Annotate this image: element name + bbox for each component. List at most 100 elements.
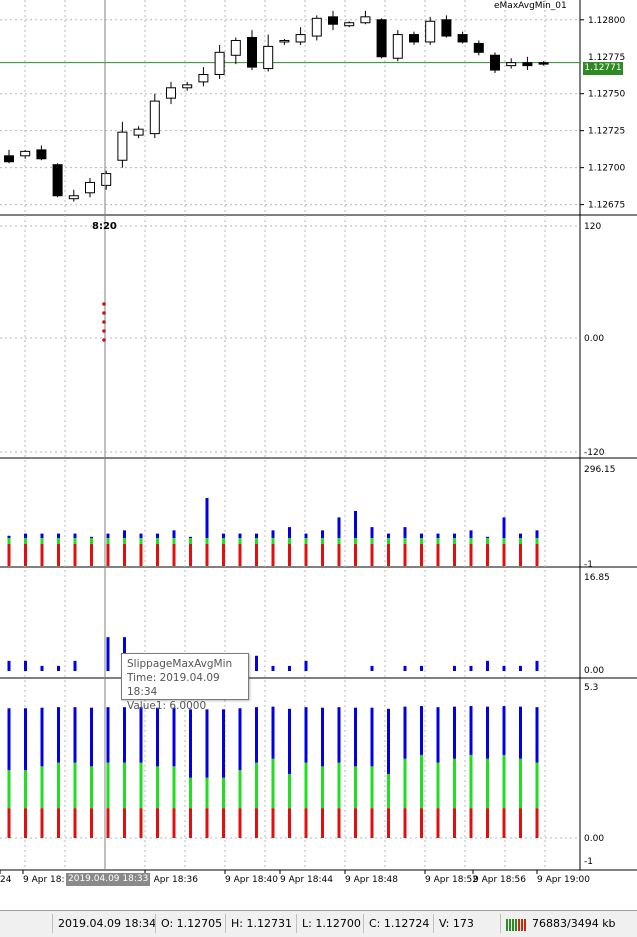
indicator2-bar-blue xyxy=(73,533,77,538)
indicator4-bar-blue xyxy=(420,706,423,755)
indicator2-bar-blue xyxy=(453,533,456,538)
indicator2-bar-blue xyxy=(403,527,407,538)
indicator2-bar-blue xyxy=(24,533,27,538)
indicator4-bar-blue xyxy=(7,708,11,771)
indicator4-bar-green xyxy=(288,773,291,809)
indicator4-bar-blue xyxy=(288,708,291,774)
indicator2-bar-blue xyxy=(156,533,159,538)
indicator2-bar-red xyxy=(271,544,275,566)
candle-bull xyxy=(263,45,274,70)
indicator2-bar-blue xyxy=(139,533,143,538)
indicator2-bar-blue xyxy=(321,530,324,538)
indicator4-bar-green xyxy=(106,762,110,809)
indicator2-bar-green xyxy=(502,538,506,544)
indicator4-bar-red xyxy=(189,808,192,838)
indicator4-bar-blue xyxy=(271,706,275,759)
indicator2-bar-green xyxy=(156,538,159,544)
candle-bear xyxy=(247,37,257,68)
indicator4-bar-red xyxy=(403,808,407,838)
indicator2-tick-label: 296.15 xyxy=(584,465,616,475)
indicator4-bar-red xyxy=(24,808,27,838)
indicator2-bar-green xyxy=(255,538,258,544)
indicator2-bar-blue xyxy=(469,530,473,538)
indicator4-bar-blue xyxy=(502,706,506,755)
indicator4-bar-blue xyxy=(24,708,27,771)
candle-bull xyxy=(295,34,306,43)
indicator4-bar-blue xyxy=(123,707,126,763)
indicator4-bar-red xyxy=(123,808,126,838)
candle-bear xyxy=(409,34,419,43)
status-datetime: 2019.04.09 18:34 xyxy=(58,917,157,930)
indicator2-bar-red xyxy=(139,544,143,566)
indicator4-bar-blue xyxy=(90,707,93,767)
indicator4-bar-green xyxy=(519,758,522,809)
price-tick-label: 1.12750 xyxy=(588,90,625,100)
indicator2-bar-blue xyxy=(436,533,440,538)
candle-bear xyxy=(538,62,549,65)
indicator2-bar-green xyxy=(469,538,473,544)
indicator4-bar-green xyxy=(40,766,44,809)
indicator4-bar-red xyxy=(90,808,93,838)
time-tick-label: 9 Apr 19:00 xyxy=(537,875,590,885)
indicator3-bar xyxy=(288,665,291,671)
indicator2-bar-blue xyxy=(535,530,539,538)
status-separator xyxy=(500,914,501,933)
candle-bull xyxy=(101,173,112,186)
indicator3-bar xyxy=(469,665,473,671)
indicator2-bar-green xyxy=(123,538,126,544)
indicator4-bar-red xyxy=(106,808,110,838)
candle-bull xyxy=(279,39,290,43)
indicator4-bar-blue xyxy=(304,707,308,763)
indicator1-point xyxy=(102,329,106,333)
candle-bull xyxy=(149,100,160,135)
indicator4-bar-green xyxy=(90,766,93,809)
indicator2-bar-green xyxy=(139,538,143,544)
chart-canvas[interactable]: 1.12800 1.12750 1.12725 1.12700 1.12675 1.127… xyxy=(0,0,637,910)
indicator2-bar-blue xyxy=(172,530,176,538)
candle-bull xyxy=(20,150,31,157)
tooltip-time: Time: 2019.04.09 18:34 xyxy=(127,672,220,698)
indicator2-bar-red xyxy=(73,544,77,566)
indicator2-bar-blue xyxy=(123,530,126,538)
indicator2-bar-red xyxy=(106,544,110,566)
indicator2-bar-blue xyxy=(304,533,308,538)
indicator4-bar-blue xyxy=(205,709,209,778)
indicator4-bar-red xyxy=(288,808,291,838)
candle-bull xyxy=(311,17,322,37)
time-tick-label: 9 Apr 18:36 xyxy=(145,875,198,885)
indicator2-bar-blue xyxy=(502,517,506,538)
indicator2-bar-green xyxy=(24,538,27,544)
indicator2-bar-green xyxy=(519,538,522,544)
candle-bear xyxy=(52,164,63,197)
candle-bull xyxy=(133,128,144,136)
candle-bear xyxy=(473,42,484,53)
indicator2-bar-blue xyxy=(90,536,93,538)
indicator4-bar-red xyxy=(304,808,308,838)
status-separator xyxy=(363,914,364,933)
indicator4-bar-red xyxy=(172,808,176,838)
indicator4-bar-green xyxy=(304,762,308,809)
time-tick-label: 9 Apr 18:52 xyxy=(425,875,478,885)
indicator2-bar-blue xyxy=(337,517,341,538)
indicator2-bar-green xyxy=(387,538,390,544)
indicator4-bar-green xyxy=(24,770,27,809)
candle-bear xyxy=(376,19,387,58)
indicator2-bar-green xyxy=(288,538,291,544)
indicator2-bar-blue xyxy=(519,533,522,538)
indicator2-bar-red xyxy=(40,544,44,566)
indicator3-tick-label: 16.85 xyxy=(584,573,610,583)
indicator2-bar-green xyxy=(354,538,357,544)
status-separator xyxy=(225,914,226,933)
indicator2-bar-red xyxy=(486,544,489,566)
indicator4-bar-green xyxy=(271,758,275,809)
candle-bear xyxy=(36,149,47,160)
candle-bull xyxy=(344,22,355,27)
indicator2-bar-red xyxy=(57,544,60,566)
indicator4-bar-red xyxy=(40,808,44,838)
candle-bear xyxy=(490,54,500,71)
indicator4-bar-blue xyxy=(535,707,539,763)
indicator4-bar-blue xyxy=(172,707,176,767)
indicator4-bar-blue xyxy=(387,708,390,774)
indicator2-bar-red xyxy=(156,544,159,566)
indicator3-bar xyxy=(502,665,506,671)
